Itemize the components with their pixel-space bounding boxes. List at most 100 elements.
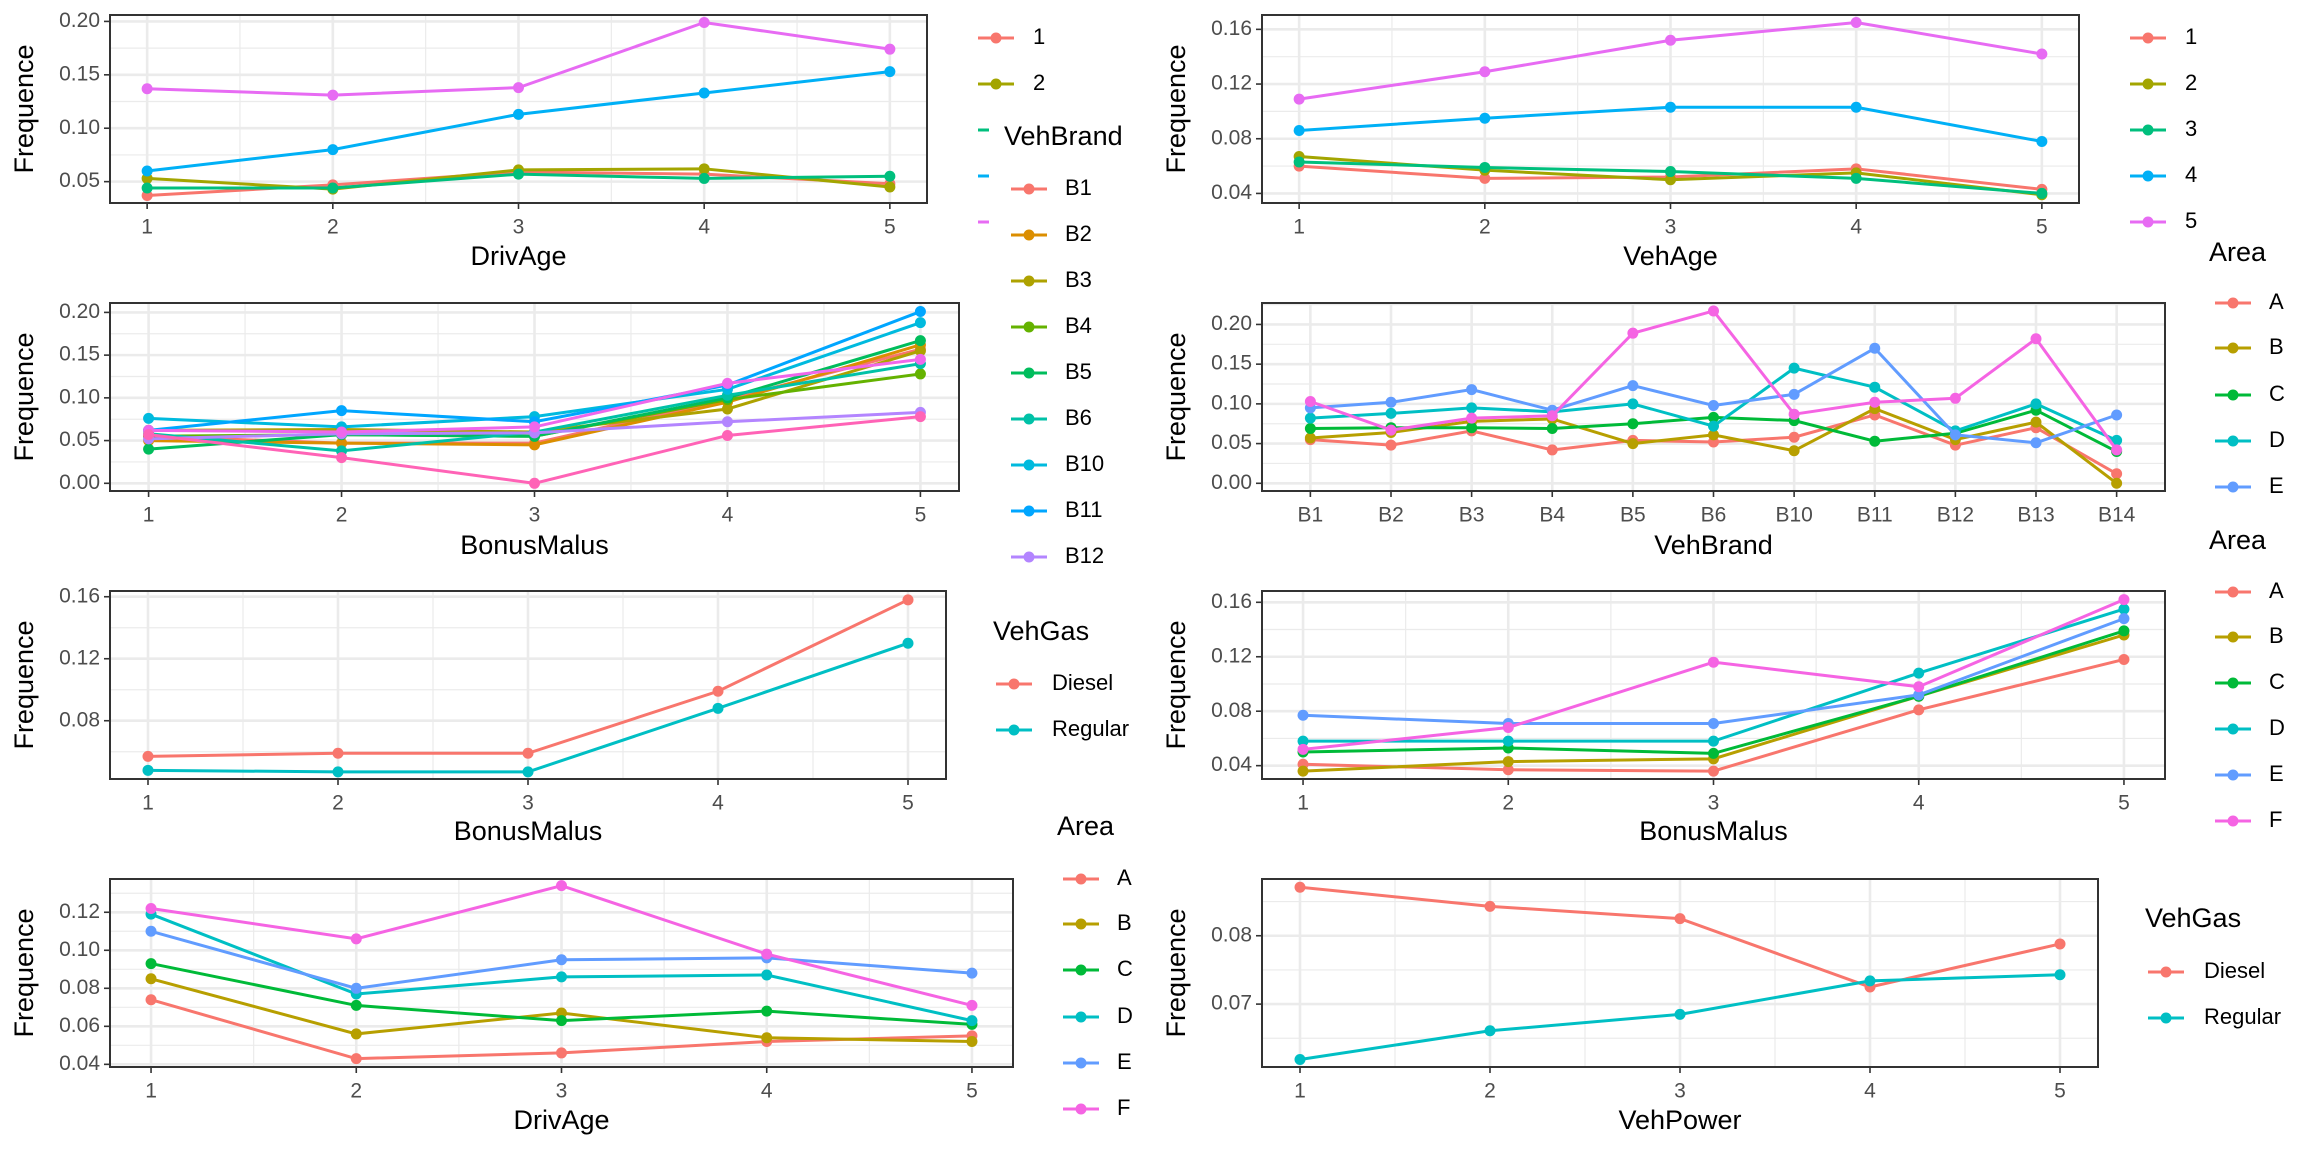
data-point [1479,66,1491,78]
legend-label: F [2269,807,2282,832]
data-point [761,969,773,981]
data-point [1850,101,1862,113]
data-point [698,163,710,175]
legend-key-point [2227,586,2239,598]
legend-label: 2 [1033,70,1045,95]
data-point [1850,172,1862,184]
data-point [1913,681,1925,693]
data-point [1665,166,1676,178]
data-point [143,429,155,441]
data-point [327,144,339,156]
data-point [522,766,534,778]
legend-label: F [1117,1095,1130,1120]
data-point [556,1015,567,1027]
y-axis-title: Frequence [1161,620,1191,749]
y-tick-label: 0.20 [59,9,100,32]
legend-label: C [2269,669,2285,694]
x-tick-label: B4 [1539,504,1565,527]
panel-border [109,878,1014,1068]
panel-border [109,302,960,492]
y-tick-label: 0.10 [59,116,100,139]
legend-key-point [2227,631,2239,643]
legend-label: Regular [1052,716,1129,741]
data-point [1627,418,1639,430]
data-point [698,87,710,99]
data-point [2036,48,2048,60]
data-point [336,437,348,449]
data-point [1708,735,1719,747]
data-point [336,452,348,464]
y-tick-label: 0.08 [1211,699,1252,722]
legend-key-point [1075,918,1087,930]
data-point [529,477,540,489]
legend-key-point [1008,678,1020,690]
data-point [1869,381,1881,393]
data-point [2118,653,2130,665]
data-point [145,994,157,1006]
y-axis-title: Frequence [1161,908,1191,1037]
x-tick-label: B2 [1378,504,1404,527]
x-tick-label: 2 [336,504,348,527]
legend-label: B [2269,623,2284,648]
data-point [1466,422,1478,434]
data-point [1708,656,1719,668]
data-point [350,1053,362,1065]
legend-label: 1 [1033,24,1045,49]
data-point [914,335,926,347]
x-tick-label: 1 [145,1080,157,1103]
y-tick-label: 0.08 [59,708,100,731]
data-point [556,880,567,892]
x-tick-label: B6 [1701,504,1727,527]
data-point [2111,477,2123,489]
panel-border [1261,302,2166,492]
legend-label: C [1117,956,1133,981]
x-axis-title: BonusMalus [454,816,603,846]
x-tick-label: 5 [966,1080,978,1103]
legend-title: VehGas [993,616,1089,646]
legend-title: VehGas [2145,903,2241,933]
x-tick-label: 2 [1502,792,1514,815]
data-point [556,1047,567,1059]
data-point [556,1007,567,1019]
data-point [513,108,524,120]
legend-label: 5 [2185,208,2197,233]
x-tick-label: 5 [902,792,914,815]
legend-key-point [2227,435,2239,447]
legend-label: E [2269,761,2284,786]
y-tick-label: 0.15 [59,343,100,366]
data-point [966,1036,978,1048]
data-point [1466,402,1478,414]
y-tick-label: 0.16 [59,584,100,607]
data-point [884,43,896,55]
data-point [2054,938,2066,950]
x-tick-label: 2 [350,1080,362,1103]
legend-key-point [1075,1011,1087,1023]
data-point [141,182,153,194]
y-tick-label: 0.05 [1211,431,1252,454]
x-tick-label: 2 [327,216,339,239]
data-point [884,170,896,182]
legend-key-point [2227,677,2239,689]
legend-label: B6 [1065,405,1092,430]
x-tick-label: 4 [1850,216,1862,239]
legend-label: 1 [2185,24,2197,49]
legend-label: B3 [1065,267,1092,292]
legend-label: E [1117,1049,1132,1074]
data-point [1479,172,1491,184]
legend-key-point [1075,1103,1087,1115]
legend-label: Diesel [2204,958,2265,983]
y-tick-label: 0.05 [59,428,100,451]
x-tick-label: 2 [1479,216,1491,239]
data-point [2118,625,2130,637]
data-point [522,747,534,759]
legend-label: B5 [1065,359,1092,384]
data-point [2111,409,2123,421]
y-axis-title: Frequence [9,44,39,173]
data-point [1293,125,1305,137]
y-tick-label: 0.12 [1211,644,1252,667]
data-point [142,764,154,776]
data-point [1674,913,1686,925]
